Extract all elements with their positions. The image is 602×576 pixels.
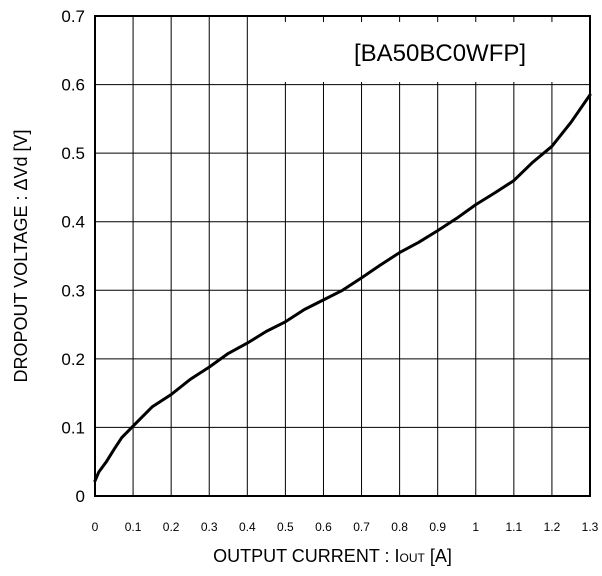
x-tick-label: 0.5 xyxy=(277,520,294,534)
y-tick-label: 0.6 xyxy=(61,76,85,95)
y-tick-labels: 0 0.1 0.2 0.3 0.4 0.5 0.6 0.7 xyxy=(61,7,85,506)
x-tick-label: 0.4 xyxy=(239,520,256,534)
x-tick-label: 0.7 xyxy=(353,520,370,534)
y-tick-label: 0.2 xyxy=(61,350,85,369)
x-tick-label: 0.1 xyxy=(125,520,142,534)
plot-frame xyxy=(94,15,591,497)
x-tick-label: 0 xyxy=(92,520,99,534)
y-tick-label: 0.7 xyxy=(61,7,85,26)
x-tick-label: 0.3 xyxy=(201,520,218,534)
series-line-0 xyxy=(93,93,592,483)
y-axis-title: DROPOUT VOLTAGE : ΔVd [V] xyxy=(11,129,31,382)
x-tick-label: 0.8 xyxy=(391,520,408,534)
y-tick-label: 0.4 xyxy=(61,213,85,232)
series-group xyxy=(93,93,592,483)
x-axis-title-unit: [A] xyxy=(425,546,452,566)
x-axis-title-subscript: OUT xyxy=(400,551,426,565)
legend-box xyxy=(284,22,586,82)
x-tick-label: 1.3 xyxy=(582,520,599,534)
x-tick-label: 0.2 xyxy=(163,520,180,534)
x-tick-labels: 0 0.1 0.2 0.3 0.4 0.5 0.6 0.7 0.8 0.9 1 1.1 1.2 1.3 xyxy=(92,520,599,534)
legend: [BA50BC0WFP] xyxy=(284,22,586,82)
y-tick-label: 0.5 xyxy=(61,144,85,163)
x-axis-title-main: OUTPUT CURRENT : I xyxy=(213,546,399,566)
y-tick-label: 0.3 xyxy=(61,281,85,300)
x-axis-title: OUTPUT CURRENT : IOUT [A] xyxy=(213,546,452,566)
grid-lines xyxy=(95,16,590,496)
x-tick-label: 0.9 xyxy=(429,520,446,534)
x-tick-label: 1.2 xyxy=(544,520,561,534)
x-tick-label: 1.1 xyxy=(506,520,523,534)
legend-label: [BA50BC0WFP] xyxy=(354,40,526,67)
x-tick-label: 0.6 xyxy=(315,520,332,534)
x-tick-label: 1 xyxy=(472,520,479,534)
y-tick-label: 0 xyxy=(76,487,85,506)
y-tick-label: 0.1 xyxy=(61,418,85,437)
